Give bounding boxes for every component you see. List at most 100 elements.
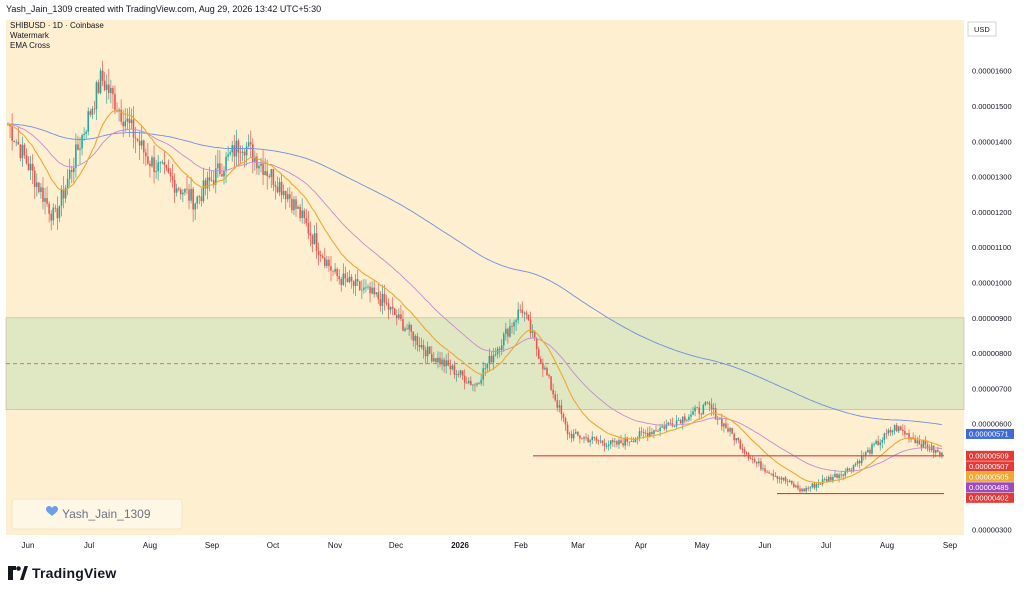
candle (11, 113, 13, 151)
candle (686, 418, 688, 423)
candle (52, 203, 55, 226)
candle (749, 456, 752, 460)
candle (774, 472, 777, 477)
candle (264, 158, 266, 176)
candle (101, 60, 104, 87)
candle (655, 425, 657, 432)
candle (519, 304, 522, 314)
candle (505, 322, 507, 341)
candle (817, 479, 820, 488)
candle (865, 450, 867, 460)
candle (247, 134, 250, 148)
candle (554, 390, 556, 402)
candle (23, 143, 26, 159)
candle (21, 136, 24, 167)
candle (926, 441, 929, 452)
candle (291, 191, 293, 214)
candle (770, 473, 772, 476)
price-axis[interactable]: 0.00001600 0.00001500 0.00001400 0.00001300… (972, 67, 1012, 535)
candle (636, 436, 639, 445)
candle (169, 168, 172, 183)
candle (801, 487, 803, 493)
candle (128, 106, 131, 137)
candle (523, 311, 526, 322)
candle (182, 189, 184, 203)
candle (293, 196, 295, 216)
svg-text:0.00000402: 0.00000402 (969, 493, 1009, 502)
candle (208, 166, 211, 192)
candle (95, 80, 98, 120)
candle (272, 168, 275, 192)
candle (443, 357, 445, 373)
candle (64, 184, 67, 203)
candle (733, 432, 735, 446)
candle (735, 438, 738, 444)
candle (319, 250, 322, 263)
candle (354, 273, 357, 297)
candle (634, 437, 637, 443)
candle (753, 457, 756, 464)
candle (517, 302, 519, 325)
candle (663, 421, 666, 431)
candle (167, 159, 170, 174)
candle (196, 195, 199, 209)
candle (784, 476, 787, 485)
candle (412, 331, 415, 347)
candle (638, 427, 641, 442)
candle (470, 376, 472, 386)
candle (764, 464, 766, 474)
candle (509, 318, 511, 338)
price-chart[interactable]: SHIBUSD · 1D · Coinbase Watermark EMA Cr… (0, 20, 1024, 555)
price-badge: 0.00000505 (966, 471, 1014, 482)
candle (36, 173, 38, 197)
candle (356, 269, 359, 287)
time-axis[interactable]: Jun Jul Aug Sep Oct Nov Dec 2026 Feb Mar Apr May Jun… (22, 541, 958, 550)
candle (908, 429, 910, 443)
candle (321, 253, 324, 259)
candle (19, 144, 22, 162)
time-tick: Oct (267, 541, 280, 550)
candle (29, 155, 32, 181)
candle (597, 439, 600, 446)
candle (85, 129, 87, 140)
candle (918, 434, 921, 446)
candle (743, 446, 746, 457)
candle (344, 266, 347, 288)
candle (570, 430, 573, 443)
candle (595, 435, 598, 444)
candle (721, 413, 723, 431)
candle (459, 369, 462, 378)
tradingview-logo[interactable]: TradingView (8, 564, 116, 582)
candle (906, 432, 908, 436)
candle (860, 450, 863, 466)
time-tick: Sep (205, 541, 220, 550)
currency-box[interactable] (967, 21, 997, 37)
candle (811, 482, 814, 489)
footer: TradingView (0, 555, 1024, 589)
candle (398, 308, 400, 321)
candle (809, 486, 812, 492)
candle (249, 130, 252, 158)
candle (149, 160, 151, 178)
candle (254, 150, 256, 171)
candle (217, 149, 219, 178)
candle (233, 134, 236, 168)
candle (406, 323, 408, 330)
tradingview-logo-text: TradingView (32, 565, 117, 581)
candle (342, 263, 345, 286)
chart-area[interactable]: SHIBUSD · 1D · Coinbase Watermark EMA Cr… (0, 20, 1024, 555)
watermark: Yash_Jain_1309 (11, 498, 183, 530)
candle (881, 437, 884, 449)
candle (367, 284, 369, 290)
candle (893, 424, 896, 435)
candle (445, 354, 447, 374)
candle (871, 442, 873, 457)
candle (762, 463, 764, 472)
candle (856, 458, 859, 467)
ema-fast-line (7, 110, 943, 484)
candle (593, 436, 596, 441)
candle (400, 305, 402, 322)
candle (13, 140, 15, 143)
time-axis-bg (0, 535, 1024, 555)
candle (821, 474, 824, 487)
